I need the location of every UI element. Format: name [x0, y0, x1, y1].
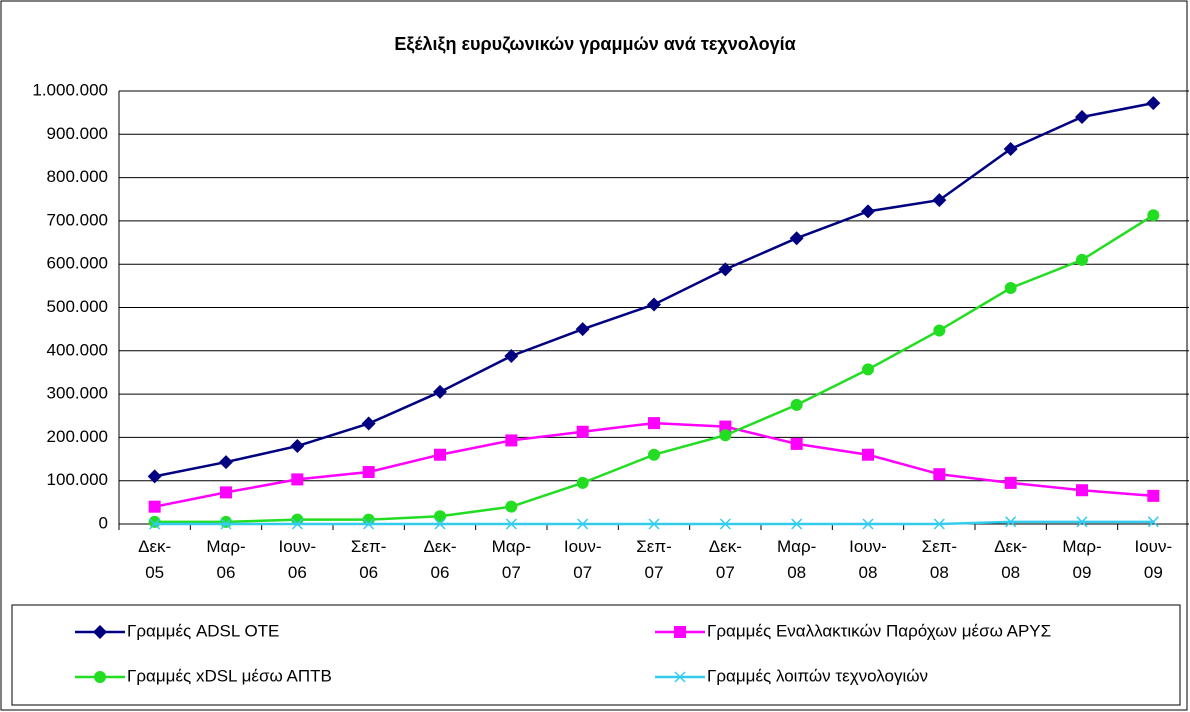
- marker: [504, 348, 519, 363]
- marker: [362, 513, 375, 526]
- x-tick-label: Δεκ-07: [709, 537, 742, 582]
- marker: [861, 204, 875, 219]
- y-tick-label: 700.000: [47, 210, 108, 229]
- marker: [433, 384, 447, 399]
- marker: [791, 518, 803, 530]
- x-tick-label: Μαρ-08: [777, 537, 816, 582]
- marker: [1076, 516, 1088, 528]
- x-tick-label: Μαρ-06: [206, 537, 245, 582]
- marker: [719, 429, 732, 442]
- marker: [363, 518, 375, 530]
- marker: [862, 518, 874, 530]
- marker: [577, 518, 589, 530]
- marker: [148, 515, 161, 528]
- marker: [362, 466, 375, 479]
- marker: [434, 510, 446, 523]
- x-tick-label: Δεκ-05: [138, 537, 171, 582]
- x-tick-label: Σεπ-06: [351, 537, 386, 582]
- x-tick-label: Ιουν-09: [1135, 537, 1173, 582]
- marker: [1003, 142, 1018, 157]
- x-tick-label: Μαρ-07: [492, 537, 531, 582]
- marker: [1076, 484, 1088, 497]
- marker: [361, 416, 376, 431]
- chart-title: Εξέλιξη ευρυζωνικών γραμμών ανά τεχνολογ…: [394, 34, 795, 55]
- x-tick-label: Ιουν-08: [849, 537, 887, 582]
- legend-label: Γραμμές Εναλλακτικών Παρόχων μέσω ΑΡΥΣ: [707, 621, 1051, 640]
- marker: [719, 420, 732, 433]
- y-tick-label: 200.000: [47, 427, 108, 446]
- marker: [1075, 109, 1089, 124]
- marker: [933, 324, 946, 337]
- marker: [933, 518, 945, 530]
- y-tick-label: 0: [99, 513, 108, 532]
- marker: [648, 417, 660, 430]
- marker: [147, 469, 162, 484]
- marker: [647, 297, 661, 312]
- marker: [291, 513, 304, 526]
- marker: [1005, 516, 1017, 528]
- marker: [291, 518, 303, 530]
- marker: [290, 439, 305, 454]
- y-tick-label: 900.000: [47, 124, 108, 143]
- marker: [93, 625, 107, 639]
- y-tick-label: 600.000: [47, 254, 108, 273]
- marker: [1147, 489, 1160, 502]
- marker: [291, 473, 304, 486]
- marker: [505, 434, 518, 447]
- marker: [648, 448, 660, 461]
- legend-label: Γραμμές xDSL μέσω ΑΠΤΒ: [127, 666, 332, 685]
- marker: [932, 193, 947, 208]
- marker: [149, 518, 161, 530]
- y-tick-label: 300.000: [47, 384, 108, 403]
- marker: [862, 448, 874, 461]
- y-tick-label: 1.000.000: [32, 80, 108, 99]
- x-tick-label: Μαρ-09: [1062, 537, 1101, 582]
- x-tick-label: Σεπ-07: [636, 537, 671, 582]
- marker: [1004, 282, 1017, 295]
- marker: [674, 626, 686, 638]
- legend-label: Γραμμές λοιπών τεχνολογιών: [707, 666, 928, 685]
- marker: [576, 425, 589, 438]
- marker: [220, 486, 232, 499]
- marker: [505, 518, 517, 530]
- marker: [648, 518, 660, 530]
- x-tick-label: Δεκ-06: [423, 537, 456, 582]
- legend-box: [11, 604, 1181, 706]
- marker: [220, 518, 232, 530]
- marker: [505, 500, 518, 513]
- marker: [674, 671, 686, 683]
- marker: [220, 515, 232, 528]
- marker: [862, 363, 874, 376]
- y-tick-label: 500.000: [47, 297, 108, 316]
- marker: [719, 518, 731, 530]
- x-tick-label: Ιουν-06: [279, 537, 317, 582]
- marker: [94, 671, 106, 683]
- marker: [219, 455, 233, 470]
- marker: [789, 231, 804, 246]
- marker: [434, 518, 446, 530]
- marker: [1076, 253, 1088, 266]
- marker: [434, 448, 446, 461]
- x-tick-label: Σεπ-08: [922, 537, 957, 582]
- marker: [1147, 209, 1160, 222]
- marker: [718, 262, 733, 277]
- x-tick-label: Ιουν-07: [564, 537, 602, 582]
- x-tick-label: Δεκ-08: [994, 537, 1027, 582]
- marker: [790, 437, 803, 450]
- marker: [1147, 516, 1159, 528]
- legend-label: Γραμμές ADSL ΟΤΕ: [127, 621, 279, 640]
- y-tick-label: 100.000: [47, 470, 108, 489]
- marker: [790, 398, 803, 411]
- marker: [148, 500, 161, 513]
- y-tick-label: 400.000: [47, 340, 108, 359]
- marker: [1004, 476, 1017, 489]
- marker: [933, 468, 946, 481]
- marker: [576, 476, 589, 489]
- marker: [1146, 96, 1161, 111]
- marker: [575, 322, 590, 337]
- y-tick-label: 800.000: [47, 167, 108, 186]
